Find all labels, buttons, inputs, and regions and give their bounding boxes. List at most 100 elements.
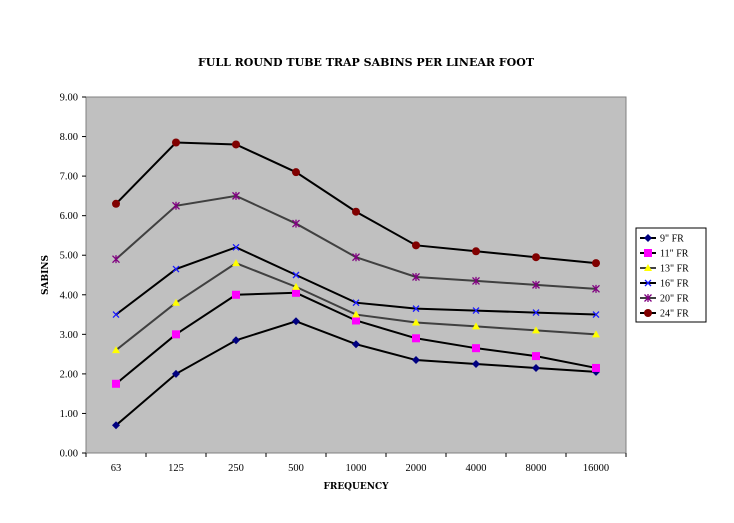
data-point — [292, 271, 300, 279]
data-point — [412, 318, 420, 326]
data-point — [352, 299, 360, 307]
y-tick-label: 7.00 — [60, 172, 78, 183]
y-axis-title: SABINS — [41, 255, 51, 295]
x-tick-label: 500 — [288, 463, 304, 474]
data-point — [292, 168, 300, 177]
data-point — [172, 298, 180, 306]
data-point — [172, 369, 180, 378]
y-tick-label: 6.00 — [60, 211, 78, 222]
data-point — [532, 309, 540, 317]
data-point — [532, 280, 540, 289]
y-axis: 0.00 1.00 2.00 3.00 4.00 5.00 6.00 7.00 8.00 9.00 — [60, 93, 86, 460]
x-tick-label: 125 — [168, 463, 184, 474]
legend-label: 11" FR — [660, 249, 689, 260]
data-point — [292, 317, 300, 326]
data-point — [472, 344, 480, 353]
data-point — [112, 421, 120, 430]
plot-area — [85, 96, 627, 454]
chart-title: FULL ROUND TUBE TRAP SABINS PER LINEAR F… — [198, 56, 535, 69]
data-point — [232, 140, 240, 149]
legend-marker — [644, 234, 652, 242]
data-point — [592, 363, 600, 372]
data-point — [172, 138, 180, 147]
x-tick-label: 16000 — [583, 463, 609, 474]
x-tick-label: 4000 — [466, 463, 487, 474]
data-point — [352, 253, 360, 262]
data-point — [292, 288, 300, 297]
legend-marker — [644, 294, 652, 302]
legend-label: 13" FR — [660, 264, 689, 275]
y-tick-label: 8.00 — [60, 132, 78, 143]
legend-item: 24" FR — [640, 309, 689, 320]
x-tick-label: 250 — [228, 463, 244, 474]
data-point — [172, 330, 180, 339]
legend-label: 9" FR — [660, 234, 684, 245]
x-axis: 63 125 250 500 1000 2000 4000 8000 16000 — [85, 453, 627, 474]
data-point — [592, 311, 600, 319]
data-point — [172, 265, 180, 273]
series-3 — [112, 259, 600, 354]
data-point — [532, 326, 540, 334]
legend-item: 13" FR — [640, 264, 689, 275]
y-tick-label: 4.00 — [60, 290, 78, 301]
data-point — [112, 379, 120, 388]
legend-item: 9" FR — [640, 234, 684, 245]
legend-item: 20" FR — [640, 294, 689, 305]
legend-marker — [644, 264, 652, 271]
data-point — [532, 253, 540, 262]
data-point — [412, 334, 420, 343]
data-point — [352, 340, 360, 349]
y-tick-label: 2.00 — [60, 369, 78, 380]
data-point — [232, 336, 240, 345]
series-4 — [112, 243, 600, 319]
legend-marker — [644, 279, 652, 287]
data-point — [592, 284, 600, 293]
y-tick-label: 3.00 — [60, 330, 78, 341]
data-point — [292, 219, 300, 228]
data-point — [472, 322, 480, 330]
data-point — [592, 259, 600, 268]
x-tick-label: 2000 — [406, 463, 427, 474]
x-tick-label: 63 — [111, 463, 122, 474]
legend-box — [635, 227, 707, 323]
series-layer — [112, 138, 600, 430]
y-tick-label: 1.00 — [60, 409, 78, 420]
x-tick-label: 8000 — [526, 463, 547, 474]
series-6 — [112, 138, 600, 268]
legend-marker — [644, 309, 652, 317]
data-point — [472, 360, 480, 368]
y-tick-label: 9.00 — [60, 93, 78, 104]
data-point — [352, 310, 360, 318]
data-point — [472, 247, 480, 256]
y-tick-label: 5.00 — [60, 251, 78, 262]
data-point — [532, 363, 540, 372]
data-point — [472, 307, 480, 315]
legend: 9" FR 11" FR 13" FR 16" FR 20" FR 24" FR — [635, 227, 707, 323]
data-point — [112, 199, 120, 208]
data-point — [232, 259, 240, 267]
x-axis-title: FREQUENCY — [323, 482, 389, 492]
data-point — [232, 290, 240, 299]
data-point — [472, 276, 480, 285]
data-point — [412, 305, 420, 313]
data-point — [232, 243, 240, 251]
x-tick-label: 1000 — [346, 463, 367, 474]
data-point — [172, 201, 180, 210]
series-5 — [112, 191, 600, 293]
legend-item: 11" FR — [640, 249, 689, 260]
data-point — [532, 352, 540, 361]
legend-marker — [644, 249, 652, 257]
data-point — [352, 207, 360, 216]
data-point — [592, 330, 600, 338]
data-point — [412, 272, 420, 281]
data-point — [412, 356, 420, 365]
data-point — [112, 311, 120, 319]
y-tick-label: 0.00 — [60, 449, 78, 460]
legend-label: 24" FR — [660, 309, 689, 320]
data-point — [352, 316, 360, 325]
data-point — [112, 255, 120, 264]
data-point — [412, 241, 420, 250]
data-point — [232, 191, 240, 200]
series-2 — [112, 288, 600, 388]
legend-label: 16" FR — [660, 279, 689, 290]
